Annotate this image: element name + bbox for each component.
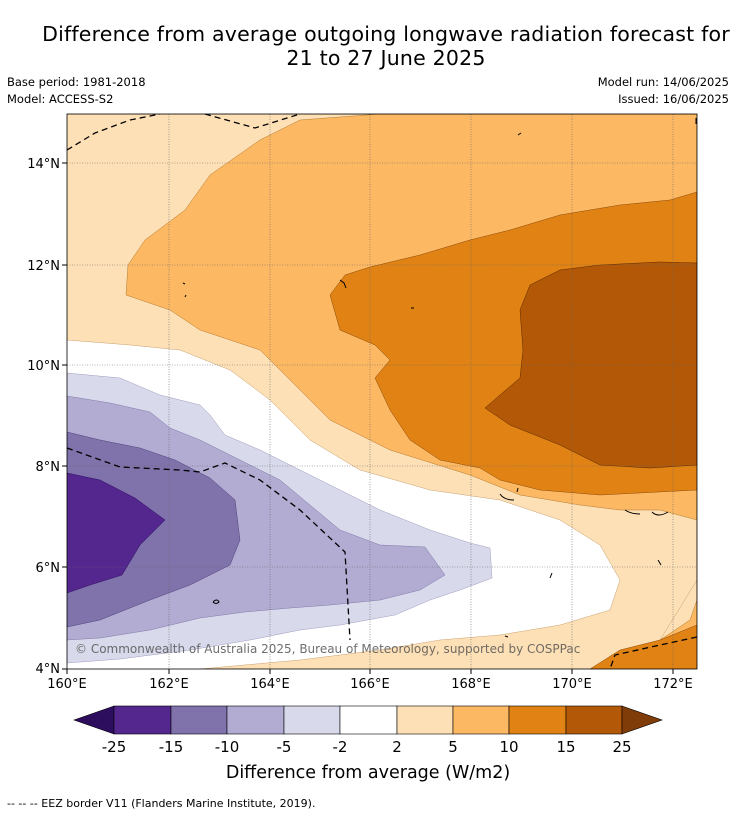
colorbar-swatch-5-10 (452, 705, 510, 735)
base-period: Base period: 1981-2018 (7, 75, 146, 89)
colorbar-tick: 25 (612, 738, 631, 756)
map-frame (66, 113, 698, 670)
map-gridlines (67, 114, 697, 669)
colorbar-tick: -5 (277, 738, 292, 756)
lat-tick-14: 14°N (27, 157, 60, 172)
eez-borders (67, 114, 697, 669)
colorbar-swatch-n10-n5 (226, 705, 285, 735)
lon-axis: 160°E 162°E 164°E 166°E 168°E 170°E 172°… (47, 669, 693, 692)
colorbar-tick: 15 (556, 738, 575, 756)
title-line-1: Difference from average outgoing longwav… (42, 22, 730, 46)
eez-legend: -- -- -- EEZ border V11 (Flanders Marine… (7, 797, 316, 810)
colorbar: -25 -15 -10 -5 -2 2 5 10 15 25 Differenc… (73, 705, 663, 783)
copyright-text: © Commonwealth of Australia 2025, Bureau… (75, 642, 580, 656)
colorbar-swatch-10-15 (508, 705, 567, 735)
lat-tick-12: 12°N (27, 259, 60, 274)
lon-tick-172: 172°E (653, 677, 693, 692)
band-15-25 (484, 261, 697, 469)
lat-tick-8: 8°N (36, 460, 61, 475)
lon-tick-164: 164°E (250, 677, 290, 692)
colorbar-swatch-2-5 (396, 705, 454, 735)
band-n25-n15 (67, 472, 166, 594)
colorbar-tick: -2 (333, 738, 348, 756)
lat-tick-6: 6°N (36, 561, 61, 576)
colorbar-tick: -15 (159, 738, 184, 756)
model-name: Model: ACCESS-S2 (7, 92, 114, 106)
colorbar-swatch-15-25 (565, 705, 623, 735)
colorbar-swatch-n25-n15 (113, 705, 172, 735)
model-run: Model run: 14/06/2025 (597, 75, 729, 89)
colorbar-swatch-n2-2 (339, 705, 398, 735)
lon-tick-168: 168°E (451, 677, 491, 692)
colorbar-extend-low (73, 705, 115, 735)
colorbar-tick: 2 (392, 738, 402, 756)
map-panel: © Commonwealth of Australia 2025, Bureau… (67, 114, 697, 669)
colorbar-tick: 5 (448, 738, 458, 756)
chart-title: Difference from average outgoing longwav… (0, 22, 736, 70)
lon-tick-166: 166°E (350, 677, 390, 692)
lat-tick-4: 4°N (36, 662, 61, 677)
issued-date: Issued: 16/06/2025 (618, 92, 729, 106)
lon-tick-170: 170°E (552, 677, 592, 692)
colorbar-tick: -10 (215, 738, 240, 756)
colorbar-tick: 10 (499, 738, 518, 756)
lon-tick-160: 160°E (47, 677, 87, 692)
lat-axis: 14°N 12°N 10°N 8°N 6°N 4°N (27, 157, 67, 677)
islands (182, 118, 697, 638)
meta-right: Model run: 14/06/2025 Issued: 16/06/2025 (598, 74, 729, 108)
lat-tick-10: 10°N (27, 359, 60, 374)
colorbar-swatch-n5-n2 (283, 705, 341, 735)
lon-tick-162: 162°E (149, 677, 189, 692)
colorbar-tick: -25 (102, 738, 127, 756)
title-line-2: 21 to 27 June 2025 (286, 46, 486, 70)
colorbar-label: Difference from average (W/m2) (226, 763, 510, 783)
colorbar-extend-high (621, 705, 663, 735)
colorbar-swatch-n15-n10 (170, 705, 228, 735)
meta-left: Base period: 1981-2018 Model: ACCESS-S2 (7, 74, 146, 108)
